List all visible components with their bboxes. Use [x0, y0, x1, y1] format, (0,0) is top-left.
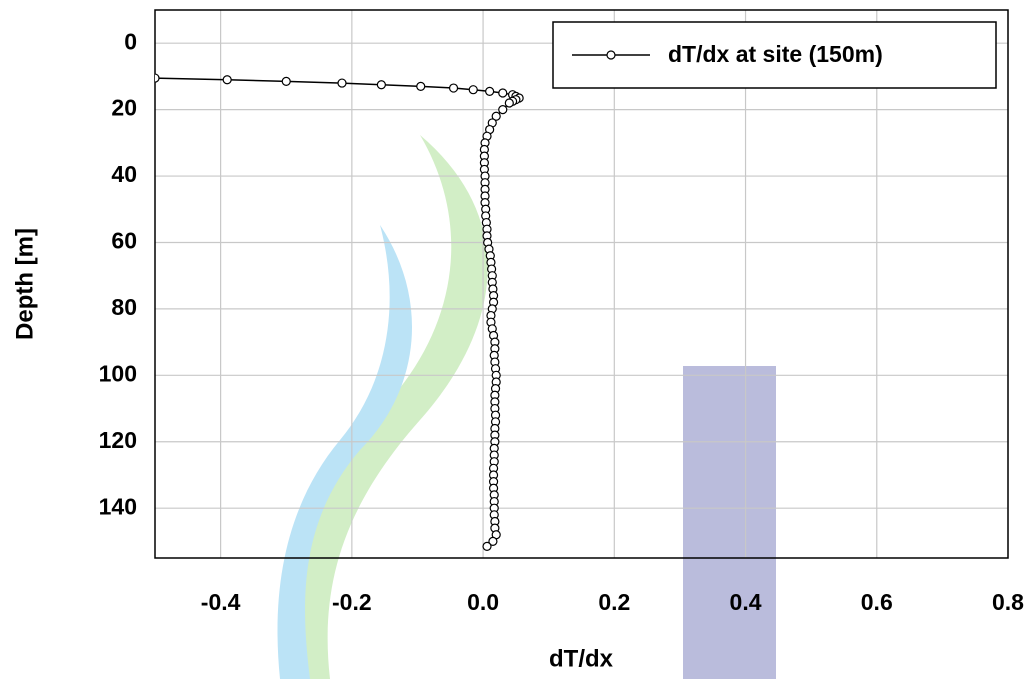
x-axis-label: dT/dx [549, 645, 614, 672]
ticks: -0.4 -0.2 0.0 0.2 0.4 0.6 0.8 0 20 40 60 80 100 120 14… [99, 28, 1025, 615]
plot-frame [154, 9, 1009, 559]
data-point [488, 536, 498, 546]
y-tick-label: 20 [111, 95, 137, 121]
x-tick-label: 0.6 [861, 589, 893, 615]
y-axis-label: Depth [m] [11, 228, 38, 340]
legend-label: dT/dx at site (150m) [668, 41, 883, 67]
y-tick-label: 60 [111, 228, 137, 254]
data-point [222, 75, 232, 85]
data-point [448, 83, 459, 93]
x-tick-label: 0.0 [467, 589, 499, 615]
legend: dT/dx at site (150m) [552, 21, 997, 89]
data-point [416, 81, 426, 91]
data-point [468, 85, 478, 95]
data-point [376, 80, 386, 90]
data-point [491, 111, 501, 121]
data-point [281, 76, 291, 87]
data-point [155, 73, 160, 83]
watermark [277, 135, 776, 679]
plot-area [155, 73, 524, 551]
x-tick-label: 0.2 [598, 589, 630, 615]
data-point [504, 98, 514, 108]
data-point [482, 541, 492, 551]
y-tick-label: 80 [111, 294, 137, 320]
data-point [485, 86, 495, 96]
y-tick-label: 40 [111, 161, 137, 187]
grid [155, 10, 1009, 558]
x-tick-label: -0.4 [201, 589, 241, 615]
x-tick-label: -0.2 [332, 589, 372, 615]
data-point [337, 78, 347, 88]
data-point [498, 88, 508, 98]
y-tick-label: 140 [99, 493, 137, 519]
y-tick-label: 120 [99, 427, 137, 453]
y-tick-label: 0 [124, 28, 137, 54]
data-point [498, 105, 508, 115]
y-tick-label: 100 [99, 360, 137, 386]
legend-marker [606, 50, 616, 60]
x-tick-label: 0.4 [730, 589, 762, 615]
x-tick-label: 0.8 [992, 589, 1024, 615]
